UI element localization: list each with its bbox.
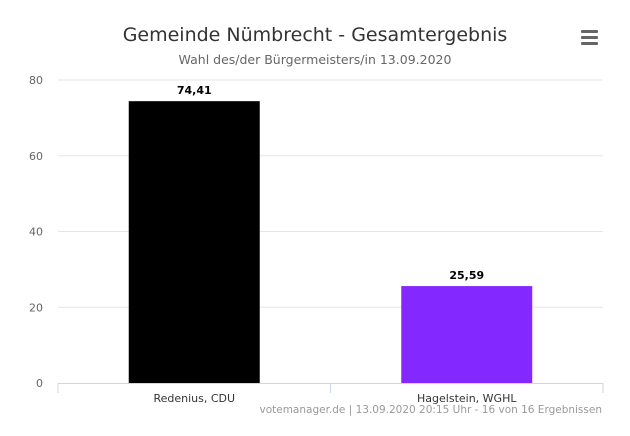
data-label: 25,59 (449, 269, 484, 282)
y-tick-label: 20 (29, 301, 43, 314)
chart-subtitle: Wahl des/der Bürgermeisters/in 13.09.202… (178, 52, 452, 67)
credits-link[interactable]: votemanager.de | 13.09.2020 20:15 Uhr - … (259, 404, 602, 416)
bar[interactable] (128, 101, 260, 384)
menu-line (581, 42, 598, 45)
y-tick-label: 60 (29, 150, 43, 163)
menu-line (581, 30, 598, 33)
y-tick-label: 0 (36, 377, 43, 390)
bar[interactable] (401, 286, 533, 383)
y-tick-label: 80 (29, 74, 43, 87)
x-tick-label: Redenius, CDU (153, 392, 235, 405)
menu-line (581, 36, 598, 39)
data-label: 74,41 (177, 84, 212, 97)
hamburger-menu-icon[interactable] (578, 30, 602, 50)
chart-title: Gemeinde Nümbrecht - Gesamtergebnis (122, 24, 508, 46)
y-tick-label: 40 (29, 226, 43, 239)
x-tick-label: Hagelstein, WGHL (417, 392, 517, 405)
